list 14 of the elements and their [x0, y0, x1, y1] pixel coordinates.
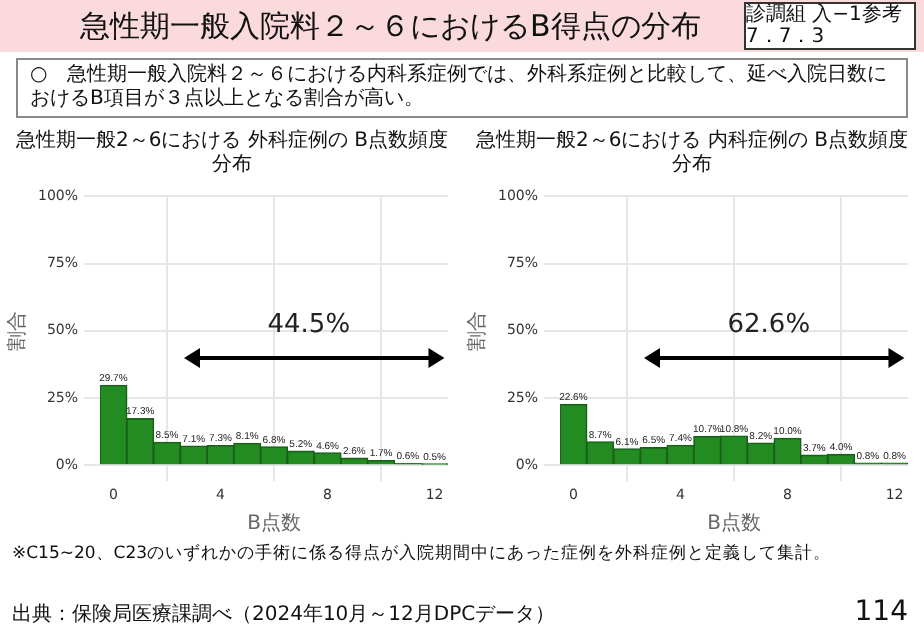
annotation: 62.6% [727, 310, 811, 341]
text: 114 [854, 596, 908, 628]
chart-title: 急性期一般2～6における 内科症例の B点数頻度分布 [474, 130, 910, 180]
source-note: 出典：保険局医療課調べ（2024年10月～12月DPCデータ） [12, 604, 556, 628]
annotation: 44.5% [267, 310, 351, 341]
chart-title: 急性期一般2～6における 外科症例の B点数頻度分布 [14, 130, 450, 180]
y-axis-title: 割合 [465, 310, 490, 351]
text: ※C15~20、C23のいずれかの手術に係る得点が入院期間中にあった症例を外科症例と定義して集計。 [12, 544, 834, 566]
text: ○ 急性期一般入院料２～６における内科系症例では、外科系症例と比較して、延べ入院日数におけるB項目が３点以上となる割合が高い。 [16, 58, 908, 118]
y-axis-title: 割合 [5, 310, 30, 351]
x-axis-title: B点数 [707, 511, 761, 536]
x-axis-title: B点数 [247, 511, 301, 536]
text: 診調組 入−1参考 7．7．3 [744, 2, 916, 50]
text: 急性期一般入院料２～６におけるB得点の分布 [80, 8, 701, 44]
